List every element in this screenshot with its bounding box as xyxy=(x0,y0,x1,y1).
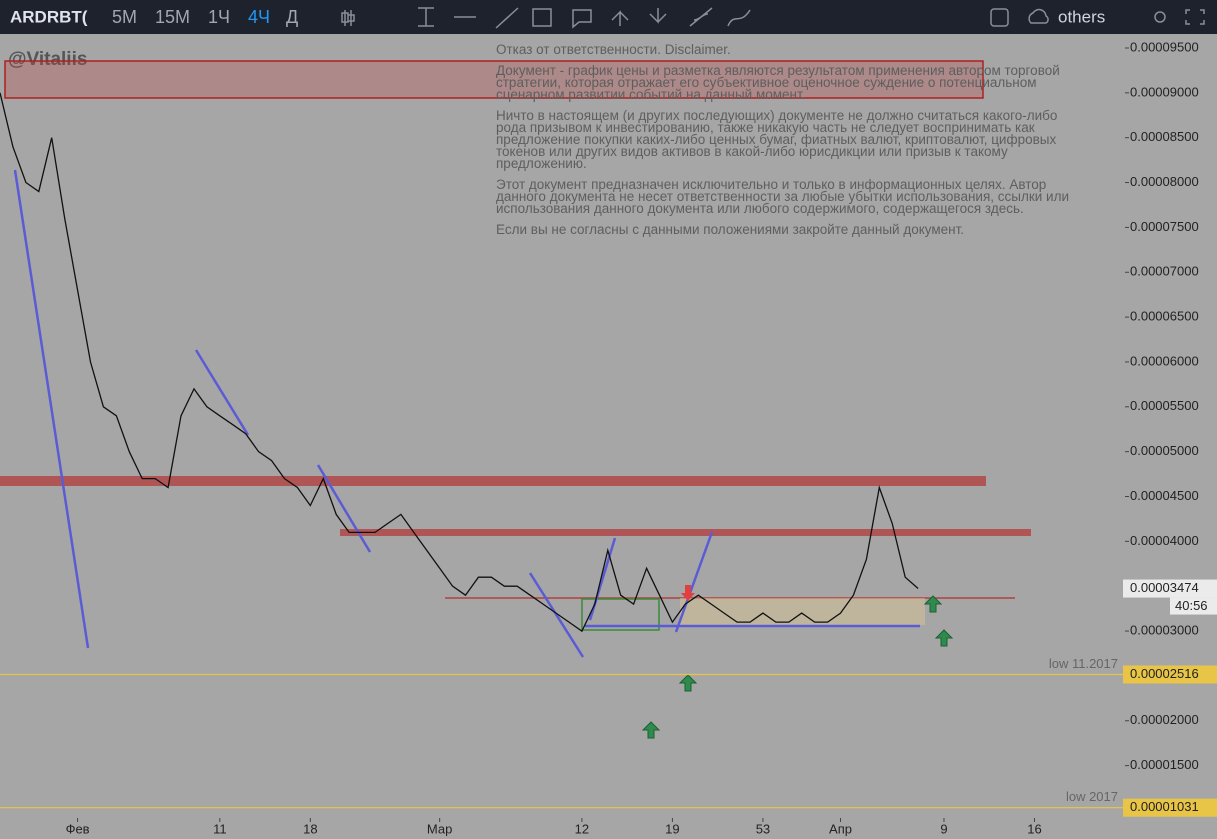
watermark: @Vitaliis xyxy=(8,49,87,70)
level-label: 0.00002516 xyxy=(1130,666,1199,681)
drawings xyxy=(0,60,1031,739)
disclaimer: Отказ от ответственности. Disclaimer. Док… xyxy=(496,42,1086,245)
y-tick-label: 0.00006000 xyxy=(1130,353,1199,368)
x-tick-label: 9 xyxy=(940,821,947,836)
y-tick-label: 0.00009000 xyxy=(1130,84,1199,99)
level-note: low 2017 xyxy=(1066,789,1118,804)
interval-button[interactable]: 5M xyxy=(112,7,137,27)
y-tick-label: 0.00002000 xyxy=(1130,712,1199,727)
interval-button[interactable]: 15M xyxy=(155,7,190,27)
x-tick-label: 18 xyxy=(303,821,317,836)
toolbar xyxy=(0,0,1217,34)
disclaimer-paragraph: Документ - график цены и разметка являют… xyxy=(496,63,1060,102)
y-tick-label: 0.00007000 xyxy=(1130,264,1199,279)
level-label-bg xyxy=(1123,665,1217,684)
level-label-bg xyxy=(1123,798,1217,817)
y-tick-label: 0.00005500 xyxy=(1130,398,1199,413)
level-note: low 11.2017 xyxy=(1049,656,1118,671)
current-price-label: 0.00003474 xyxy=(1130,580,1199,595)
interval-button[interactable]: 1Ч xyxy=(208,7,230,27)
disclaimer-paragraph: Если вы не согласны с данными положениям… xyxy=(496,222,965,237)
current-price-bg xyxy=(1123,579,1217,598)
y-tick-label: 0.00008500 xyxy=(1130,129,1199,144)
countdown-bg xyxy=(1170,597,1217,615)
disclaimer-paragraph: Отказ от ответственности. Disclaimer. xyxy=(496,42,731,57)
toolbar-icons xyxy=(341,7,1205,29)
x-tick-label: 12 xyxy=(575,821,589,836)
y-tick-label: 0.00007500 xyxy=(1130,219,1199,234)
y-tick-label: 0.00004000 xyxy=(1130,533,1199,548)
x-tick-label: Апр xyxy=(829,821,852,836)
interval-button[interactable]: 4Ч xyxy=(248,7,270,27)
price-line xyxy=(0,92,919,633)
y-tick-label: 0.00003000 xyxy=(1130,622,1199,637)
level-label: 0.00001031 xyxy=(1130,799,1199,814)
y-tick-label: 0.00001500 xyxy=(1130,757,1199,772)
y-tick-label: 0.00006500 xyxy=(1130,309,1199,324)
x-tick-label: 53 xyxy=(756,821,770,836)
y-tick-label: 0.00005000 xyxy=(1130,443,1199,458)
x-tick-label: 19 xyxy=(665,821,679,836)
symbol[interactable]: ARDRBT( xyxy=(10,7,88,26)
y-tick-label: 0.00008000 xyxy=(1130,174,1199,189)
x-tick-label: 11 xyxy=(213,821,227,836)
disclaimer-paragraph: Этот документ предназначен исключительно… xyxy=(496,177,1070,216)
y-tick-label: 0.00004500 xyxy=(1130,488,1199,503)
others-menu[interactable]: others xyxy=(1058,7,1105,26)
countdown: 40:56 xyxy=(1175,598,1208,613)
interval-button[interactable]: Д xyxy=(286,7,298,27)
x-tick-label: Фев xyxy=(66,821,90,836)
x-tick-label: 16 xyxy=(1027,821,1041,836)
disclaimer-paragraph: Ничто в настоящем (и других последующих)… xyxy=(496,108,1058,171)
x-tick-label: Мар xyxy=(427,821,452,836)
y-tick-label: 0.00009500 xyxy=(1130,39,1199,54)
